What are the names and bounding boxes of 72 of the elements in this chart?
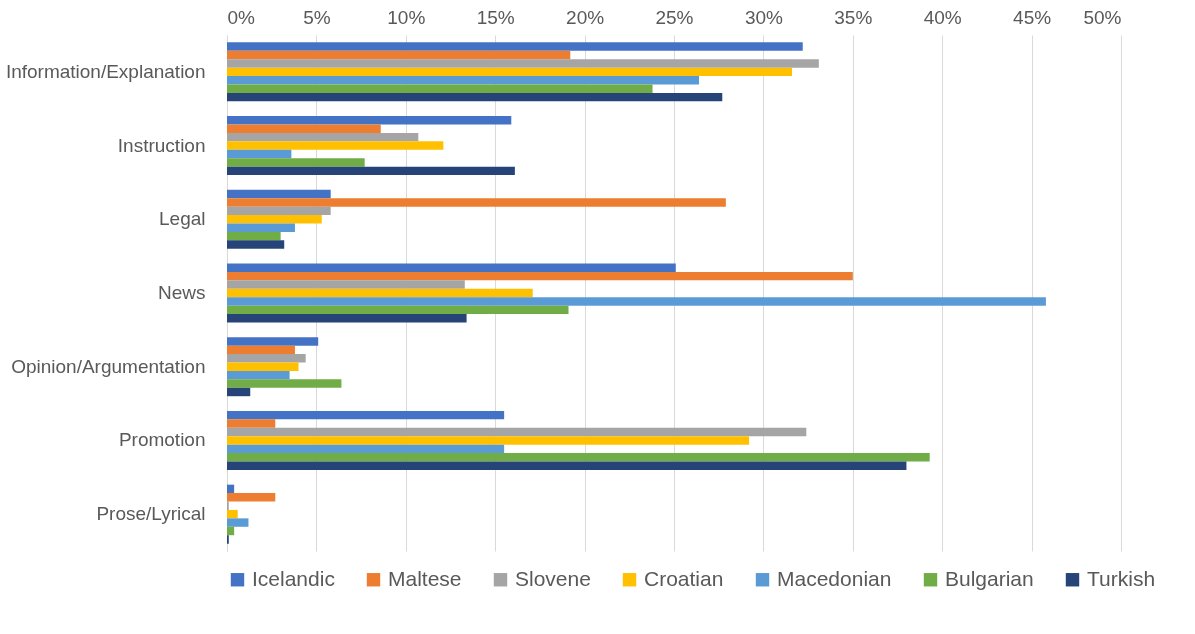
bar xyxy=(227,370,290,380)
bar xyxy=(227,518,249,527)
bar xyxy=(227,526,235,536)
bar xyxy=(227,354,306,363)
legend-label: Turkish xyxy=(1087,566,1156,590)
bar xyxy=(227,288,533,298)
bar xyxy=(227,387,251,397)
bar xyxy=(227,50,571,60)
bar xyxy=(227,231,281,241)
bar xyxy=(227,444,505,454)
bar xyxy=(227,215,322,224)
x-tick-label: 30% xyxy=(744,6,784,28)
x-tick-label: 10% xyxy=(387,6,426,28)
bar xyxy=(227,461,907,470)
bar xyxy=(227,132,419,142)
legend-label: Maltese xyxy=(388,566,462,590)
bar xyxy=(227,206,331,216)
bar xyxy=(227,362,299,371)
bar xyxy=(227,297,1046,306)
bar xyxy=(227,84,653,93)
bar xyxy=(227,427,807,437)
bar xyxy=(227,67,793,77)
legend-label: Bulgarian xyxy=(945,566,1034,590)
x-tick-label: 15% xyxy=(476,6,515,28)
bar xyxy=(227,280,465,289)
bar xyxy=(227,116,512,125)
bar xyxy=(227,92,723,102)
bar xyxy=(227,166,515,176)
y-tick-label: Promotion xyxy=(118,429,206,451)
bar xyxy=(227,198,726,207)
y-tick-label: Instruction xyxy=(117,134,206,156)
legend-label: Macedonian xyxy=(777,566,892,590)
bar xyxy=(227,158,365,167)
y-tick-label: News xyxy=(157,282,206,303)
bar xyxy=(227,42,803,51)
x-tick-label: 40% xyxy=(923,6,962,28)
bar xyxy=(227,271,853,281)
x-tick-label: 0% xyxy=(227,6,256,28)
bar xyxy=(227,337,319,346)
bar xyxy=(227,509,238,519)
bar xyxy=(227,419,276,428)
x-tick-label: 45% xyxy=(1013,6,1052,28)
bar xyxy=(227,484,235,494)
bar xyxy=(227,240,285,249)
bar xyxy=(227,59,819,68)
x-tick-label: 5% xyxy=(303,6,331,28)
y-tick-label: Information/Explanation xyxy=(5,60,206,82)
legend-label: Slovene xyxy=(515,566,591,590)
legend-label: Icelandic xyxy=(252,566,335,590)
x-tick-label: 35% xyxy=(834,6,873,28)
bar xyxy=(227,345,295,355)
bar xyxy=(227,493,276,502)
bar xyxy=(227,410,505,420)
bar xyxy=(227,149,292,159)
bar xyxy=(227,141,444,150)
bar xyxy=(227,189,331,199)
bar xyxy=(227,76,700,85)
x-tick-label: 25% xyxy=(655,6,694,28)
bar xyxy=(227,453,930,462)
bar xyxy=(227,263,676,272)
bar xyxy=(227,223,295,232)
bar xyxy=(227,305,569,315)
bar xyxy=(227,379,342,388)
bar xyxy=(227,314,467,323)
bar xyxy=(227,124,381,133)
y-tick-label: Legal xyxy=(159,208,206,230)
y-tick-label: Opinion/Argumentation xyxy=(11,355,206,377)
legend-label: Croatian xyxy=(644,566,724,590)
x-tick-label: 20% xyxy=(566,6,605,28)
y-tick-label: Prose/Lyrical xyxy=(96,503,206,525)
x-tick-label: 50% xyxy=(1083,6,1122,28)
bar xyxy=(227,436,750,445)
